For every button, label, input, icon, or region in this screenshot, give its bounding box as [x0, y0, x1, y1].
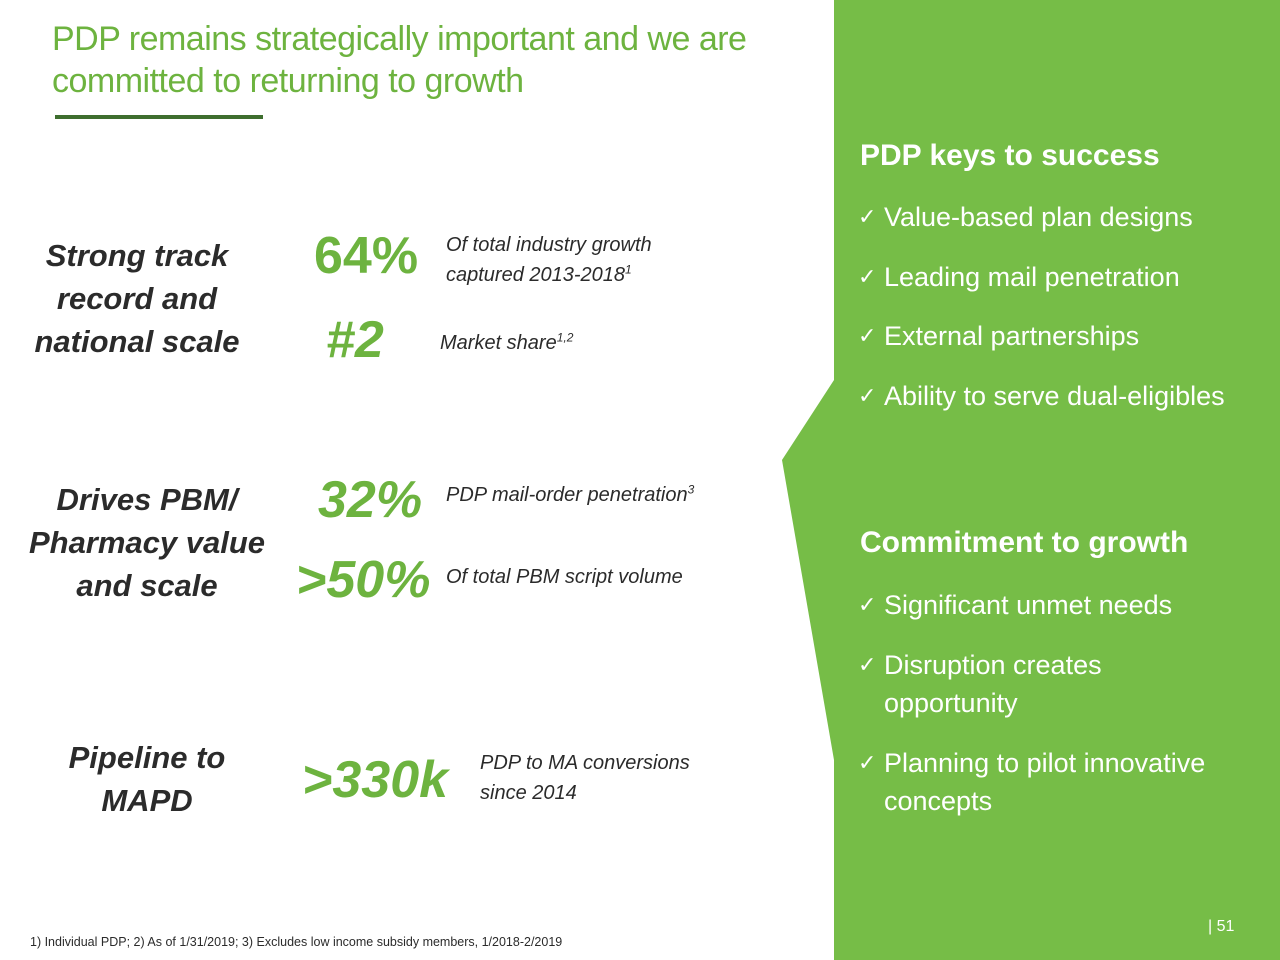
metric-desc-industry-growth: Of total industry growth captured 2013-2… — [446, 230, 652, 290]
title-underline — [55, 115, 263, 119]
keys-item-text: Value-based plan designs — [884, 202, 1193, 232]
check-icon: ✓ — [858, 264, 877, 289]
page-title: PDP remains strategically important and … — [52, 18, 832, 102]
commitment-item-text: concepts — [884, 786, 993, 816]
keys-item: ✓ Leading mail penetration — [858, 258, 1268, 296]
keys-item-text: External partnerships — [884, 321, 1140, 351]
desc-line: Of total PBM script volume — [446, 566, 683, 588]
label-line: Pharmacy value — [28, 525, 266, 560]
keys-item: ✓ Value-based plan designs — [858, 198, 1268, 236]
label-drives-pbm: Drives PBM/ Pharmacy value and scale — [22, 478, 272, 607]
commitment-item: ✓ Planning to pilot innovative concepts — [858, 744, 1268, 820]
keys-heading: PDP keys to success — [860, 139, 1160, 172]
footnote: 1) Individual PDP; 2) As of 1/31/2019; 3… — [30, 935, 563, 949]
label-line: Drives PBM/ — [56, 482, 238, 517]
keys-item-text: Ability to serve dual-eligibles — [884, 381, 1225, 411]
desc-line: Of total industry growth — [446, 234, 652, 256]
title-line-1: PDP remains strategically important and … — [52, 20, 747, 58]
title-line-2: committed to returning to growth — [52, 62, 524, 100]
commitment-item-text: opportunity — [884, 688, 1018, 718]
label-pipeline: Pipeline to MAPD — [40, 736, 254, 822]
label-line: Strong track — [45, 238, 229, 273]
check-icon: ✓ — [858, 652, 877, 677]
label-line: national scale — [34, 324, 240, 359]
label-line: and scale — [76, 568, 218, 603]
check-icon: ✓ — [858, 592, 877, 617]
keys-item-text: Leading mail penetration — [884, 262, 1180, 292]
label-strong-track: Strong track record and national scale — [28, 234, 246, 363]
metric-desc-script-volume: Of total PBM script volume — [446, 562, 683, 592]
keys-item: ✓ External partnerships — [858, 317, 1268, 355]
metric-desc-market-share: Market share1,2 — [440, 328, 573, 358]
commitment-heading: Commitment to growth — [860, 526, 1189, 559]
label-line: MAPD — [101, 783, 193, 818]
desc-line: Market share — [440, 332, 557, 354]
check-icon: ✓ — [858, 383, 877, 408]
commitment-item-text: Disruption creates — [884, 650, 1102, 680]
check-icon: ✓ — [858, 204, 877, 229]
desc-line: since 2014 — [480, 782, 577, 804]
commitment-item: ✓ Significant unmet needs — [858, 586, 1268, 624]
page-number: | 51 — [1208, 918, 1235, 935]
commitment-item-text: Significant unmet needs — [884, 590, 1173, 620]
check-icon: ✓ — [858, 323, 877, 348]
desc-line: PDP to MA conversions — [480, 752, 690, 774]
metric-value-rank: #2 — [326, 311, 384, 369]
footnote-ref: 1,2 — [556, 330, 574, 345]
metric-desc-ma-conversions: PDP to MA conversions since 2014 — [480, 748, 690, 808]
commitment-item: ✓ Disruption creates opportunity — [858, 646, 1268, 722]
desc-line: captured 2013-2018 — [446, 264, 626, 286]
label-line: Pipeline to — [68, 740, 226, 775]
footnote-ref: 3 — [687, 482, 695, 497]
desc-line: PDP mail-order penetration — [446, 484, 688, 506]
metric-value-64: 64% — [314, 227, 419, 285]
check-icon: ✓ — [858, 750, 877, 775]
metric-value-330k: >330k — [302, 751, 449, 809]
metric-value-50: >50% — [296, 551, 431, 609]
metric-desc-mail-order: PDP mail-order penetration3 — [446, 480, 694, 510]
footnote-ref: 1 — [625, 262, 632, 277]
keys-item: ✓ Ability to serve dual-eligibles — [858, 377, 1268, 415]
commitment-item-text: Planning to pilot innovative — [884, 748, 1206, 778]
metric-value-32: 32% — [318, 471, 423, 529]
label-line: record and — [56, 281, 218, 316]
